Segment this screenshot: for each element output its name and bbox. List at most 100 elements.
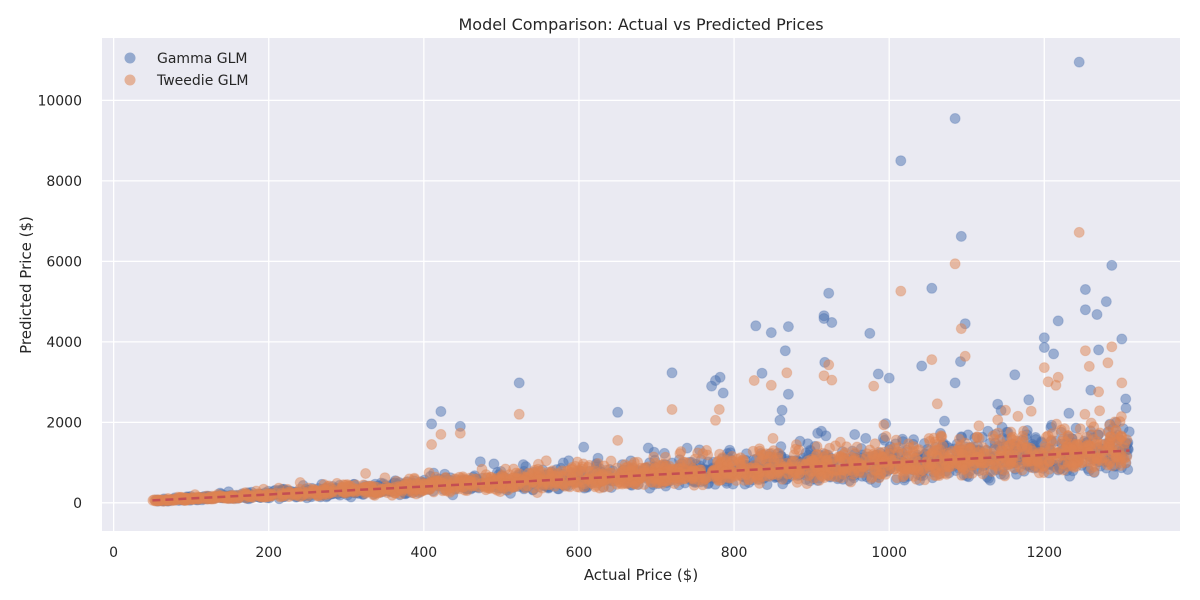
data-point [908, 441, 920, 453]
data-point [781, 367, 793, 379]
x-tick-label: 800 [721, 545, 748, 561]
x-tick-label: 400 [410, 545, 437, 561]
data-point [901, 463, 913, 475]
y-tick-label: 4000 [46, 335, 82, 351]
data-point [1079, 345, 1091, 357]
data-point [765, 327, 777, 339]
data-point [601, 464, 612, 476]
data-point [653, 467, 665, 479]
data-point [1000, 404, 1011, 416]
data-point [1052, 463, 1064, 475]
y-tick-label: 6000 [46, 254, 82, 270]
data-point [1038, 362, 1050, 374]
data-point [949, 113, 961, 124]
data-point [1050, 379, 1062, 391]
data-point [765, 379, 777, 391]
data-point [1105, 431, 1117, 443]
data-point [782, 321, 794, 333]
data-point [880, 468, 892, 480]
data-point [823, 287, 835, 299]
data-point [793, 444, 805, 456]
data-point [931, 398, 943, 410]
y-tick-label: 10000 [37, 93, 82, 109]
data-point [395, 483, 406, 495]
data-point [1100, 296, 1112, 308]
data-point [331, 486, 343, 498]
x-axis-label: Actual Price ($) [584, 566, 698, 584]
data-point [949, 377, 961, 389]
data-point [586, 477, 598, 489]
data-point [663, 460, 675, 472]
data-point [834, 452, 846, 464]
data-point [966, 467, 978, 479]
data-point [1079, 284, 1091, 295]
data-point [830, 471, 842, 483]
data-point [748, 375, 760, 386]
data-point [1052, 315, 1064, 327]
data-point [1012, 410, 1024, 422]
data-point [763, 470, 775, 482]
data-point [784, 464, 796, 476]
data-point [666, 367, 678, 379]
data-point [1116, 377, 1128, 389]
data-point [867, 448, 879, 460]
data-point [973, 432, 985, 444]
data-point [642, 442, 654, 454]
data-point [284, 486, 296, 498]
data-point [250, 485, 262, 497]
data-point [1104, 419, 1116, 431]
data-point [992, 414, 1004, 426]
tick-labels: 0 200 400 600 800 1000 1200 0 2000 4000 6000 8000 10… [37, 93, 1062, 561]
data-point [435, 428, 447, 440]
data-point [992, 398, 1004, 410]
data-point [1031, 456, 1043, 468]
data-point [830, 440, 841, 452]
data-point [816, 470, 828, 482]
data-point [1079, 408, 1091, 420]
data-point [1038, 342, 1050, 353]
data-point [294, 477, 306, 488]
data-point [1038, 332, 1050, 344]
data-point [753, 451, 765, 463]
data-point [782, 388, 794, 400]
data-point [426, 418, 438, 430]
data-point [872, 368, 884, 380]
y-tick-label: 8000 [46, 174, 82, 190]
data-point [1083, 360, 1095, 372]
data-point [603, 481, 615, 493]
data-point [1039, 442, 1051, 454]
data-point [756, 367, 768, 379]
data-point [738, 474, 750, 486]
data-point [849, 429, 861, 440]
data-point [959, 350, 971, 362]
data-point [955, 230, 967, 242]
data-point [910, 473, 922, 485]
reference-line-group [152, 449, 1130, 502]
data-point [461, 485, 473, 497]
data-point [880, 430, 892, 442]
data-point [955, 323, 967, 335]
chart-title: Model Comparison: Actual vs Predicted Pr… [458, 15, 823, 34]
data-point [273, 482, 285, 494]
x-tick-label: 1200 [1026, 545, 1062, 561]
data-point [801, 478, 813, 490]
data-point [1093, 386, 1105, 398]
y-axis-label: Predicted Price ($) [17, 216, 35, 354]
data-point [202, 493, 214, 505]
data-point [1120, 393, 1132, 405]
data-point [1094, 405, 1106, 417]
data-point [895, 285, 907, 297]
data-point [878, 419, 890, 431]
data-point [612, 434, 624, 446]
data-point [935, 430, 947, 442]
data-point [1085, 417, 1097, 429]
data-point [818, 370, 830, 382]
data-point [1064, 470, 1076, 482]
data-point [1102, 357, 1114, 369]
data-point [772, 454, 783, 466]
data-point [1086, 429, 1098, 441]
data-point [939, 415, 950, 427]
data-point [860, 432, 872, 444]
data-point [488, 458, 500, 470]
data-point [1106, 259, 1118, 271]
